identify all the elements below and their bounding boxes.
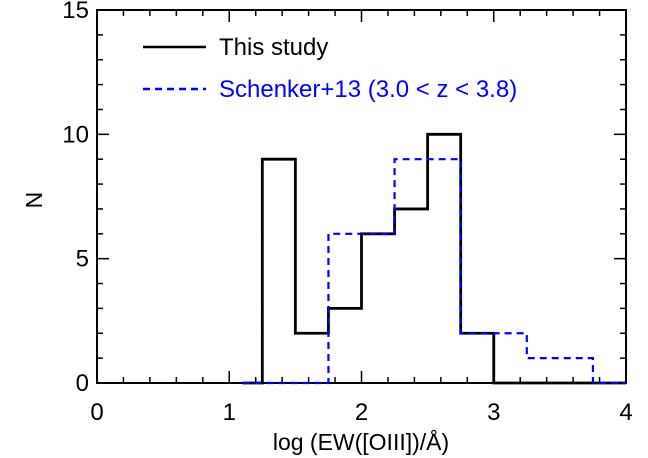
legend-label-this-study: This study	[219, 34, 328, 61]
x-tick-label: 3	[487, 399, 500, 426]
legend-label-schenker13: Schenker+13 (3.0 < z < 3.8)	[219, 76, 517, 103]
series-this-study-step-line	[242, 132, 626, 385]
x-axis-label: log (EW([OIII])/Å)	[273, 428, 449, 455]
x-tick-label: 0	[90, 399, 103, 426]
x-tick-label: 2	[355, 399, 368, 426]
y-axis-label: N	[21, 192, 47, 209]
series-layer	[242, 132, 626, 385]
tick-labels: 0 1 2 3 4 0 5 10 15	[62, 0, 632, 426]
y-tick-label: 10	[62, 121, 89, 148]
axis-ticks	[96, 9, 627, 384]
x-tick-label: 4	[619, 399, 632, 426]
legend: This study Schenker+13 (3.0 < z < 3.8)	[143, 34, 517, 103]
y-tick-label: 0	[76, 370, 89, 397]
x-tick-label: 1	[223, 399, 236, 426]
series-schenker13-step-line	[242, 158, 626, 385]
y-tick-label: 15	[62, 0, 89, 24]
y-tick-label: 5	[76, 246, 89, 273]
plot-frame	[96, 9, 627, 384]
